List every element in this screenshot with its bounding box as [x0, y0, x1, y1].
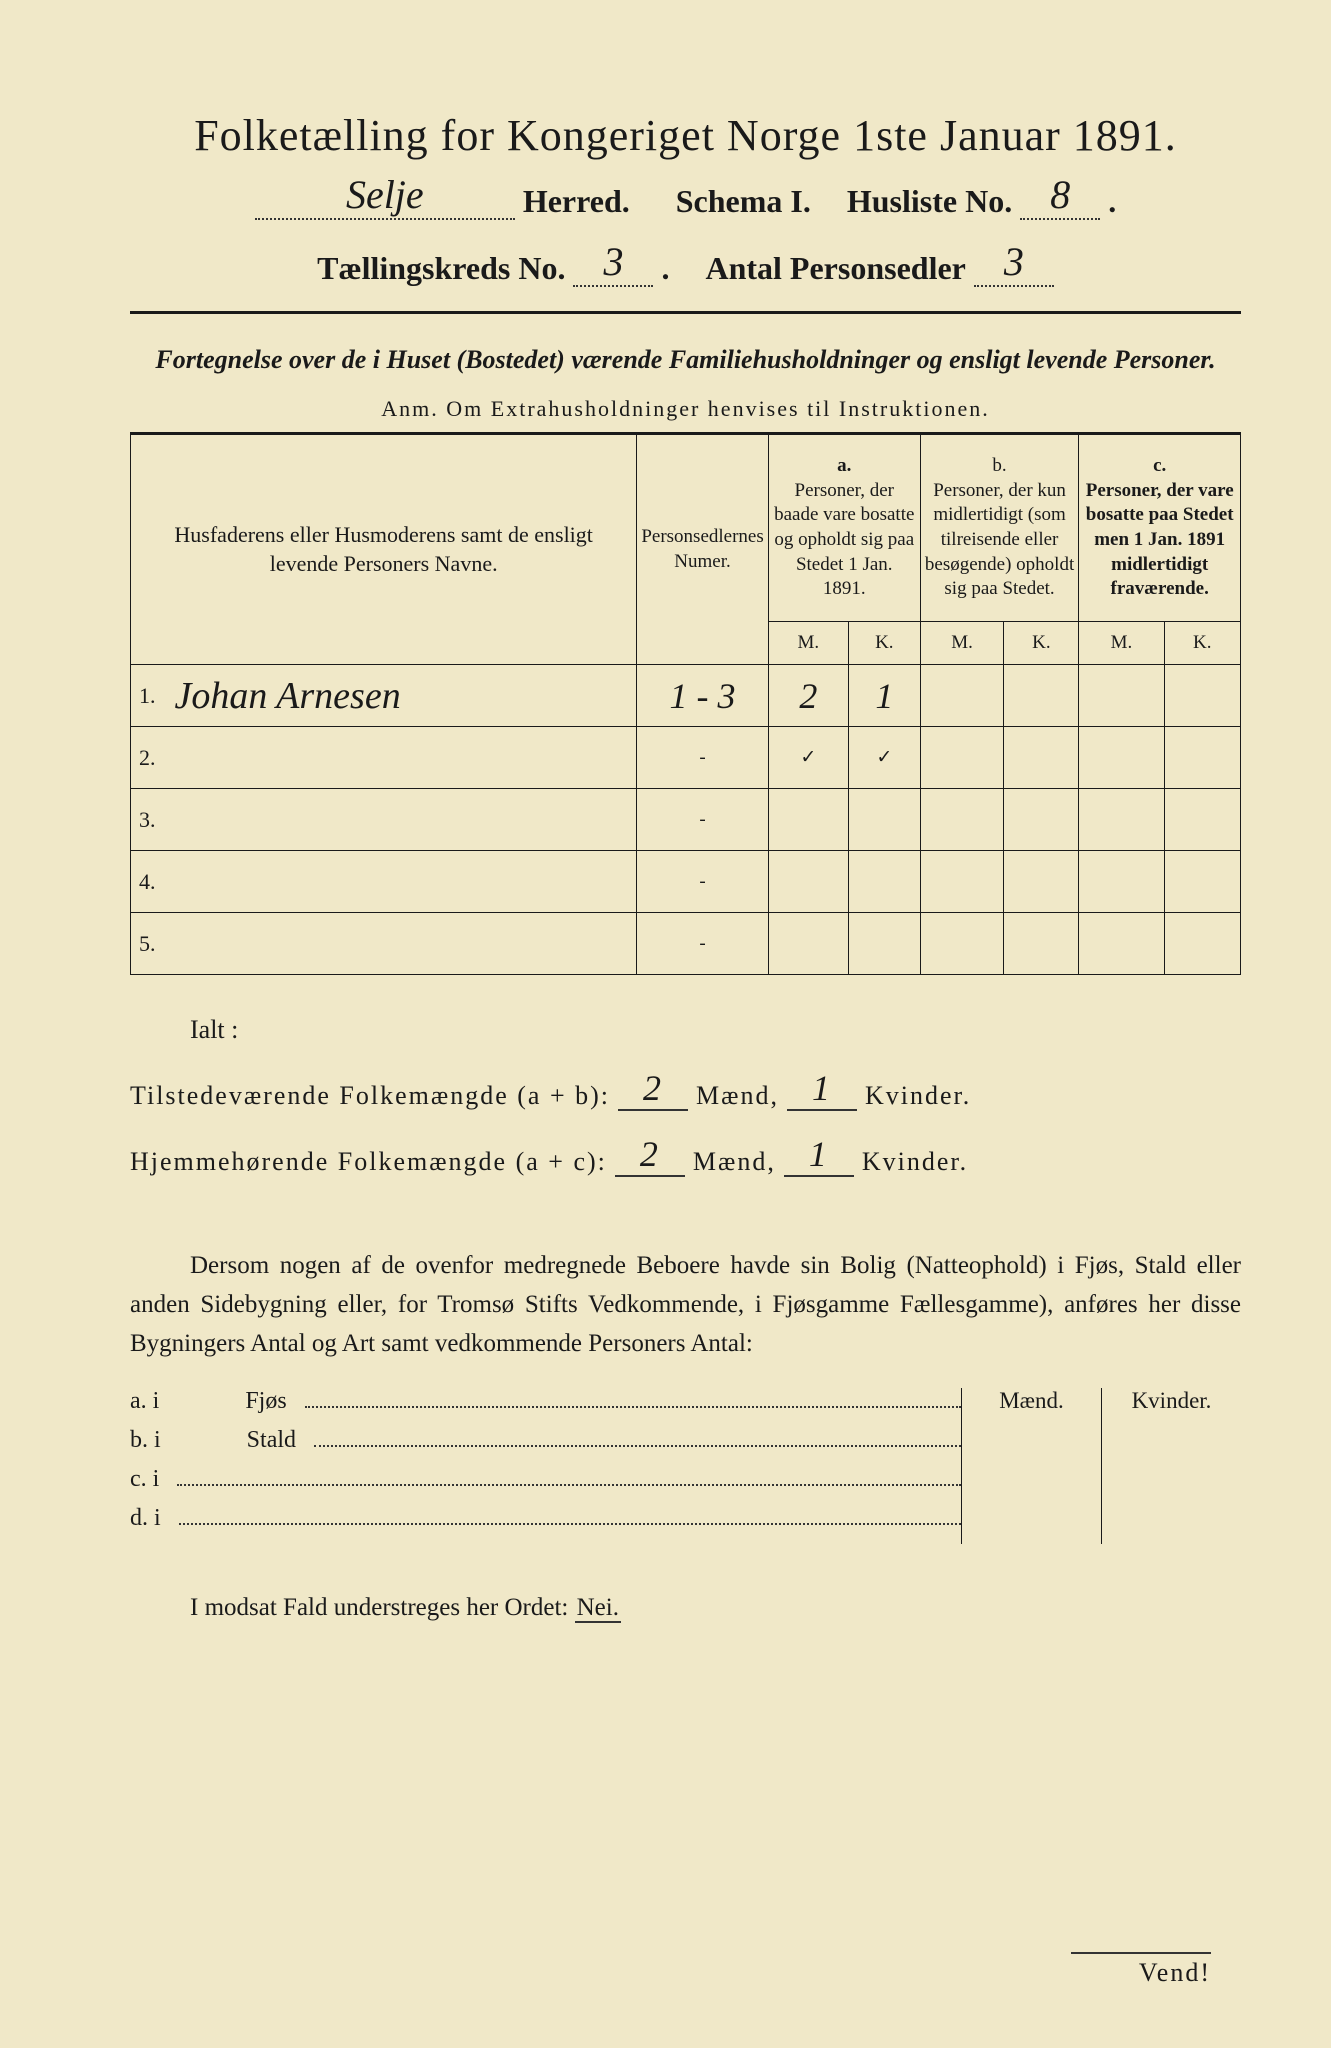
building-table: a. i Fjøs b. i Stald c. i d. i Mænd.: [130, 1388, 1241, 1544]
schema-label: Schema I.: [676, 183, 811, 220]
col-c-m: M.: [1079, 621, 1164, 665]
husliste-label: Husliste No.: [847, 183, 1012, 220]
header-line-2: Selje Herred. Schema I. Husliste No. 8 .: [130, 171, 1241, 220]
row-name: Johan Arnesen: [175, 675, 401, 717]
tilstede-k: 1: [787, 1067, 857, 1111]
antal-value: 3: [974, 238, 1054, 287]
building-row-b: b. i Stald: [130, 1427, 961, 1454]
header-line-3: Tællingskreds No. 3 . Antal Personsedler…: [130, 238, 1241, 287]
antal-label: Antal Personsedler: [705, 250, 965, 287]
col-b-k: K.: [1004, 621, 1079, 665]
tilstede-label: Tilstedeværende Folkemængde (a + b):: [130, 1081, 610, 1111]
hjemme-k: 1: [784, 1133, 854, 1177]
hjemme-label: Hjemmehørende Folkemængde (a + c):: [130, 1147, 607, 1177]
page-title: Folketælling for Kongeriget Norge 1ste J…: [130, 110, 1241, 161]
building-paragraph: Dersom nogen af de ovenfor medregnede Be…: [130, 1247, 1241, 1363]
col-c-k: K.: [1164, 621, 1240, 665]
table-row: 1. Johan Arnesen 1 - 3 2 1: [131, 665, 1241, 727]
table-row: 4. -: [131, 851, 1241, 913]
col-c: Personer, der vare bosatte paa Stedet me…: [1086, 480, 1234, 600]
modsat-line: I modsat Fald understreges her Ordet: Ne…: [130, 1594, 1241, 1622]
building-row-c: c. i: [130, 1466, 961, 1493]
col-b-m: M.: [920, 621, 1004, 665]
col-name: Husfaderens eller Husmoderens samt de en…: [131, 435, 637, 665]
nei-word: Nei.: [575, 1594, 621, 1623]
col-a: Personer, der baade vare bosatte og opho…: [774, 480, 914, 600]
hjemme-m: 2: [615, 1133, 685, 1177]
building-row-d: d. i: [130, 1505, 961, 1532]
tilstede-row: Tilstedeværende Folkemængde (a + b): 2 M…: [130, 1067, 1241, 1111]
col-person: Personsedlernes Numer.: [637, 435, 768, 665]
husliste-value: 8: [1020, 171, 1100, 220]
col-b-top: b.: [992, 455, 1006, 476]
subtitle: Fortegnelse over de i Huset (Bostedet) v…: [130, 342, 1241, 378]
bt-kvinder-col: Kvinder.: [1102, 1388, 1241, 1544]
table-row: 3. -: [131, 789, 1241, 851]
herred-label: Herred.: [523, 183, 630, 220]
col-a-k: K.: [848, 621, 920, 665]
herred-value: Selje: [255, 171, 515, 220]
building-row-a: a. i Fjøs: [130, 1388, 961, 1415]
table-row: 5. -: [131, 913, 1241, 975]
census-form-page: Folketælling for Kongeriget Norge 1ste J…: [0, 0, 1331, 2048]
table-row: 2. - ✓ ✓: [131, 727, 1241, 789]
col-a-top: a.: [837, 455, 851, 476]
kreds-value: 3: [573, 238, 653, 287]
tilstede-m: 2: [618, 1067, 688, 1111]
hjemme-row: Hjemmehørende Folkemængde (a + c): 2 Mæn…: [130, 1133, 1241, 1177]
vend-label: Vend!: [1071, 1952, 1211, 1988]
ialt-label: Ialt :: [130, 1015, 1241, 1045]
kreds-label: Tællingskreds No.: [317, 250, 565, 287]
col-b: Personer, der kun midlertidigt (som tilr…: [925, 480, 1074, 600]
col-a-m: M.: [768, 621, 848, 665]
anm-note: Anm. Om Extrahusholdninger henvises til …: [130, 396, 1241, 422]
col-c-top: c.: [1153, 455, 1166, 476]
bt-maend-col: Mænd.: [962, 1388, 1102, 1544]
divider: [130, 311, 1241, 314]
census-table: Husfaderens eller Husmoderens samt de en…: [130, 434, 1241, 975]
